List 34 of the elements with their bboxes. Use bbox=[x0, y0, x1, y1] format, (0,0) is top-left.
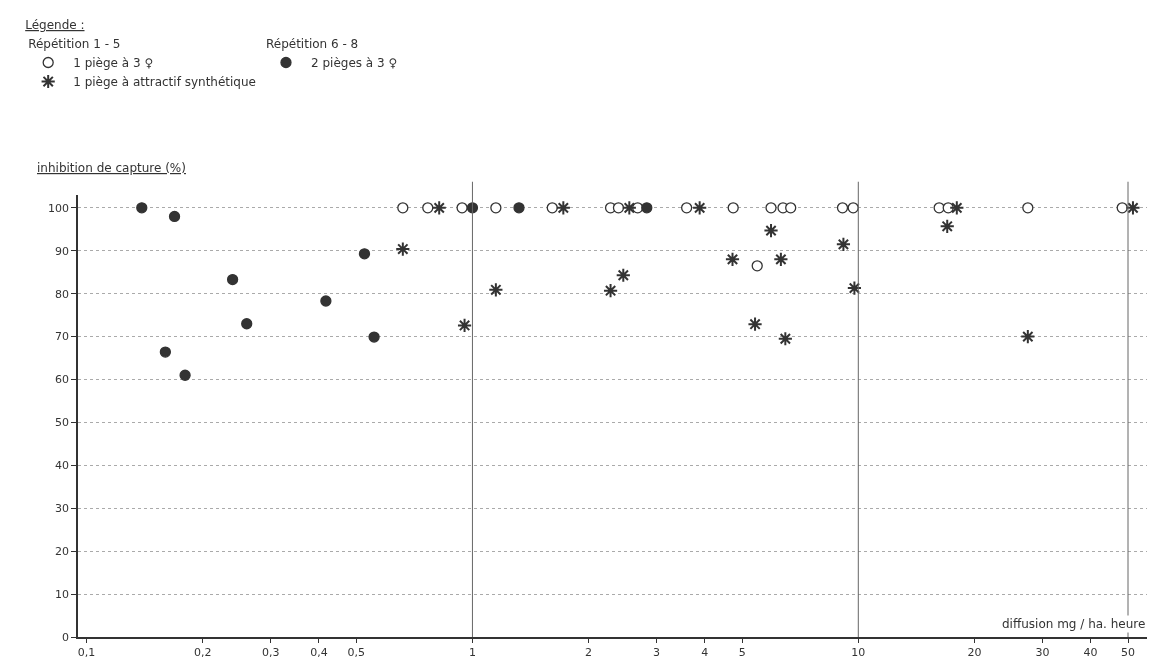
y-tick-label: 0 bbox=[62, 630, 70, 644]
x-tick-label: 0,2 bbox=[194, 645, 212, 659]
x-tick-label: 0,1 bbox=[77, 645, 96, 659]
x-axis-title: diffusion mg / ha. heure bbox=[1002, 617, 1146, 631]
x-tick-label: 40 bbox=[1083, 645, 1098, 659]
y-tick-label: 10 bbox=[55, 587, 70, 601]
text: Répétition 1 - 5 bbox=[28, 37, 121, 52]
legend-title: Légende : bbox=[25, 18, 85, 33]
x-tick-label: 2 bbox=[585, 645, 593, 659]
legend-label: 1 piège à 3 ♀ bbox=[73, 56, 154, 71]
y-tick-label: 20 bbox=[55, 545, 70, 559]
x-tick-label: 0,5 bbox=[347, 645, 366, 659]
x-tick-label: 0,3 bbox=[261, 645, 280, 659]
x-tick-label: 1 bbox=[468, 645, 476, 659]
x-tick-label: 5 bbox=[738, 645, 746, 659]
y-tick-label: 100 bbox=[48, 201, 70, 215]
x-tick-label: 4 bbox=[701, 645, 709, 659]
x-tick-label: 10 bbox=[851, 645, 866, 659]
x-tick-label: 0,4 bbox=[310, 645, 328, 659]
x-tick-label: 20 bbox=[967, 645, 982, 659]
y-tick-label: 60 bbox=[55, 373, 70, 387]
legend-label: 1 piège à attractif synthétique bbox=[73, 75, 256, 90]
y-tick-label: 40 bbox=[55, 459, 70, 473]
y-tick-label: 50 bbox=[55, 416, 70, 430]
x-tick-label: 50 bbox=[1121, 645, 1136, 659]
text: Répétition 6 - 8 bbox=[265, 37, 359, 52]
y-tick-label: 70 bbox=[55, 330, 70, 344]
legend-label: 2 pièges à 3 ♀ bbox=[310, 56, 398, 71]
x-tick-label: 30 bbox=[1035, 645, 1050, 659]
y-tick-label: 80 bbox=[55, 287, 70, 301]
y-tick-label: 30 bbox=[55, 502, 70, 516]
y-tick-label: 90 bbox=[55, 244, 70, 258]
y-axis-title: inhibition de capture (%) bbox=[37, 161, 186, 175]
x-tick-label: 3 bbox=[653, 645, 661, 659]
